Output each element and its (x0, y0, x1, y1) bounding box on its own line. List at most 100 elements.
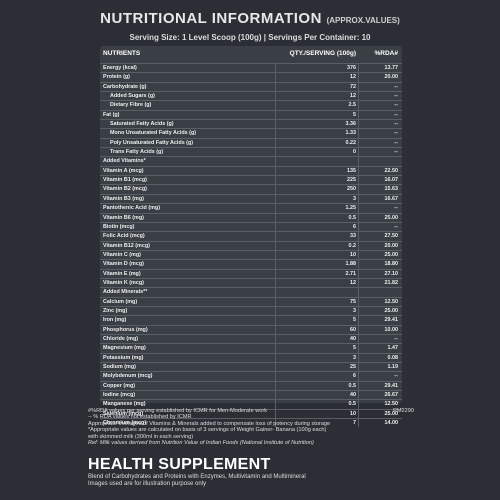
table-rows: Energy (kcal) 376 13.77 Protein (g) 12 20.00 C… (100, 63, 402, 428)
column-divider (275, 372, 276, 381)
nutrient-name: Vitamin B3 (mg) (103, 195, 144, 202)
column-divider (358, 157, 359, 166)
nutrient-name: Vitamin A (mcg) (103, 167, 144, 174)
column-divider (275, 353, 276, 362)
nutrient-qty: 135 (347, 167, 356, 174)
table-row: Biotin (mcg) 6 -- (100, 221, 402, 232)
nutrient-name: Saturated Fatty Acids (g) (110, 121, 174, 128)
nutrition-title: NUTRITIONAL INFORMATION (APPROX.VALUES) (88, 8, 412, 30)
nutrient-qty: 7 (353, 420, 356, 427)
column-divider (358, 166, 359, 176)
nutrient-rda: 20.00 (384, 242, 399, 249)
column-divider (275, 232, 276, 241)
table-row: Carbohydrate (g) 72 -- (100, 81, 402, 92)
nutrient-name: Biotin (mcg) (103, 223, 135, 230)
nutrient-rda: 25.00 (384, 410, 399, 417)
column-divider (275, 241, 276, 250)
column-divider (358, 213, 359, 222)
column-divider (275, 325, 276, 334)
nutrient-name: Copper (mg) (103, 382, 136, 389)
table-row: Copper (mg) 0.5 29.41 (100, 380, 402, 391)
table-row: Chromium (mcg) 7 14.00 (100, 418, 402, 428)
nutrient-rda: 0.08 (387, 354, 399, 361)
column-divider (358, 110, 359, 120)
table-row: Phosphorus (mg) 60 10.00 (100, 324, 402, 334)
nutrient-qty: 5 (353, 111, 356, 118)
table-row: Protein (g) 12 20.00 (100, 72, 402, 82)
table-row: Vitamin D (mcg) 1.88 18.80 (100, 259, 402, 269)
table-row: Vitamin B12 (mcg) 0.2 20.00 (100, 240, 402, 250)
nutrient-qty: 2.71 (345, 270, 357, 277)
nutrient-rda: -- (394, 111, 398, 118)
column-divider (358, 297, 359, 306)
table-row: Vitamin E (mg) 2.71 27.10 (100, 268, 402, 278)
nutrient-rda: 1.47 (387, 345, 399, 352)
nutrient-name: Magnesium (mg) (103, 345, 146, 352)
column-divider (358, 334, 359, 344)
column-divider (275, 260, 276, 269)
nutrient-rda: -- (394, 373, 398, 380)
column-divider (358, 148, 359, 157)
column-divider (275, 297, 276, 306)
nutrient-name: Vitamin D (mcg) (103, 261, 144, 268)
column-divider (275, 250, 276, 260)
column-divider (275, 213, 276, 222)
nutrient-qty: 33 (350, 233, 356, 240)
table-row: Pantothenic Acid (mg) 1.25 -- (100, 203, 402, 213)
nutrient-name: Poly Unsaturated Fatty Acids (g) (110, 139, 194, 146)
column-divider (358, 232, 359, 241)
column-divider (275, 363, 276, 372)
nutrient-name: Added Vitamins* (103, 158, 146, 165)
title-main: NUTRITIONAL INFORMATION (100, 10, 322, 27)
nutrient-qty: 250 (347, 186, 356, 193)
nutrient-rda: 20.00 (384, 74, 399, 81)
column-divider (358, 176, 359, 185)
nutrient-name: Vitamin B1 (mcg) (103, 177, 147, 184)
nutrient-qty: 3 (353, 195, 356, 202)
nutrient-qty: 60 (350, 326, 356, 333)
nutrient-qty: 72 (350, 83, 356, 90)
nutrient-rda: 10.00 (384, 326, 399, 333)
nutrient-name: Energy (kcal) (103, 65, 137, 71)
column-divider (358, 73, 359, 82)
nutrient-name: Selenium (mcg) (103, 410, 144, 417)
nutrient-qty: 12 (350, 74, 356, 81)
column-divider (275, 204, 276, 213)
footnote-line: -- % RDA values not established by ICMR (88, 414, 192, 421)
column-divider (275, 120, 276, 129)
nutrient-name: Mono Unsaturated Fatty Acids (g) (110, 130, 197, 137)
column-divider (358, 325, 359, 334)
column-divider (358, 241, 359, 250)
column-divider (275, 166, 276, 176)
nutrient-rda: 13.77 (384, 65, 399, 71)
table-row: Vitamin K (mcg) 12 21.82 (100, 277, 402, 288)
nutrient-qty: 12 (350, 279, 356, 286)
column-divider (275, 194, 276, 204)
table-row: Manganese (mg) 0.5 12.50 (100, 399, 402, 409)
column-divider (358, 185, 359, 194)
column-divider (358, 409, 359, 419)
table-row: Added Minerals** (100, 287, 402, 297)
nutrient-rda: -- (394, 121, 398, 128)
column-divider (358, 92, 359, 101)
column-divider (358, 344, 359, 353)
table-row: Vitamin C (mg) 10 25.00 (100, 249, 402, 260)
nutrient-rda: 12.50 (384, 401, 399, 408)
column-divider (358, 222, 359, 232)
column-divider (275, 82, 276, 92)
nutrient-qty: 5 (353, 345, 356, 352)
nutrient-rda: 22.50 (384, 167, 399, 174)
nutrient-rda: 27.10 (384, 270, 399, 277)
column-divider (358, 250, 359, 260)
nutrient-name: Vitamin B12 (mcg) (103, 242, 150, 249)
nutrient-name: Sodium (mg) (103, 364, 136, 370)
nutrient-rda: 29.41 (384, 382, 399, 389)
table-row: Selenium (mcg) 10 25.00 (100, 408, 402, 419)
nutrient-rda: 26.67 (384, 392, 399, 399)
column-divider (358, 353, 359, 362)
footnote-ref: Ref: Milk values derived from Nutrition … (88, 440, 314, 447)
column-divider (275, 278, 276, 288)
nutrient-name: Vitamin C (mg) (103, 251, 141, 258)
column-divider (358, 381, 359, 391)
product-desc-1: Blend of Carbohydrates and Proteins with… (88, 474, 306, 480)
